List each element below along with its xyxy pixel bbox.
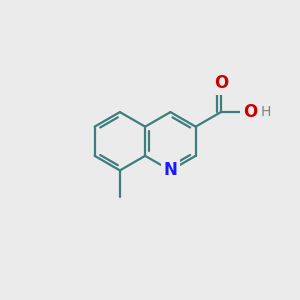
Text: O: O	[243, 103, 257, 121]
Text: H: H	[261, 105, 271, 119]
Text: O: O	[214, 74, 228, 92]
Text: N: N	[164, 161, 177, 179]
